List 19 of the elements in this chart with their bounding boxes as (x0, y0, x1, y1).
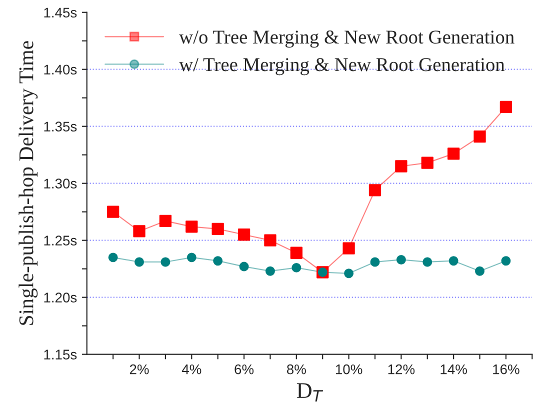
y-tick-label: 1.15s (44, 350, 77, 360)
y-axis-title: Single-publish-hop Delivery Time (18, 41, 38, 325)
y-tick-label: 1.45s (44, 8, 77, 18)
y-tick-label: 1.25s (44, 236, 77, 246)
x-tick-label: 8% (286, 364, 306, 374)
legend-label: w/o Tree Merging & New Root Generation (179, 30, 514, 48)
y-tick-label: 1.35s (44, 122, 77, 132)
x-tick-label: 6% (234, 364, 254, 374)
x-tick-label: 2% (130, 364, 149, 374)
y-tick-label: 1.20s (44, 292, 77, 302)
x-tick-label: 10% (336, 364, 362, 374)
x-axis-title: D$_{T}$ (296, 383, 324, 402)
x-tick-label: 4% (182, 364, 202, 374)
x-tick-label: 16% (493, 364, 520, 374)
legend-label: w/ Tree Merging & New Root Generation (179, 58, 505, 76)
y-tick-label: 1.30s (44, 178, 77, 189)
y-tick-label: 1.40s (44, 64, 77, 75)
x-tick-label: 12% (388, 364, 415, 374)
x-tick-label: 14% (440, 364, 467, 374)
